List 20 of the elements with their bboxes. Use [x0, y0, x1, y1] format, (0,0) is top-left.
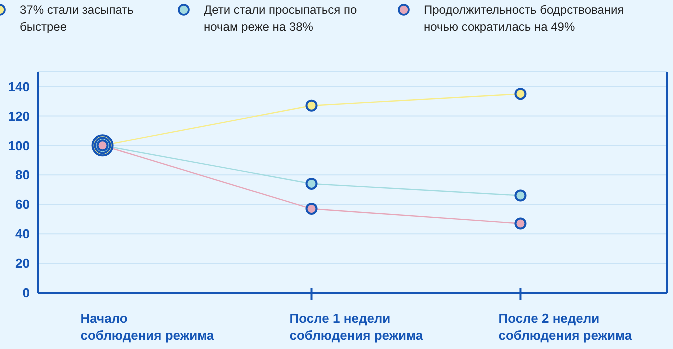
point — [306, 100, 318, 112]
point — [306, 178, 318, 190]
y-tick-label: 120 — [8, 108, 30, 124]
y-tick-label: 20 — [16, 256, 30, 272]
x-tick-label: Начало соблюдения режима — [80, 311, 216, 343]
point — [514, 218, 527, 230]
point — [514, 190, 527, 202]
legend-label: Продолжительность бодрствования ночью сократилась на 49% — [424, 2, 626, 36]
y-tick-label: 80 — [16, 168, 30, 183]
x-tick-label: После 1 недели соблюдения режима — [290, 311, 424, 343]
y-tick-label: 140 — [8, 79, 30, 94]
y-tick-label: 0 — [22, 286, 30, 301]
y-tick-label: 60 — [16, 197, 30, 212]
point — [306, 203, 318, 216]
x-tick-label: После 2 недели соблюдения режима — [498, 311, 633, 343]
legend-label: Дети стали просыпаться по ночам реже на 38% — [204, 2, 358, 36]
y-tick-label: 100 — [8, 138, 30, 154]
legend-label: 37% стали засыпать быстрее — [20, 2, 135, 36]
point — [514, 88, 527, 100]
y-tick-label: 40 — [16, 226, 30, 242]
